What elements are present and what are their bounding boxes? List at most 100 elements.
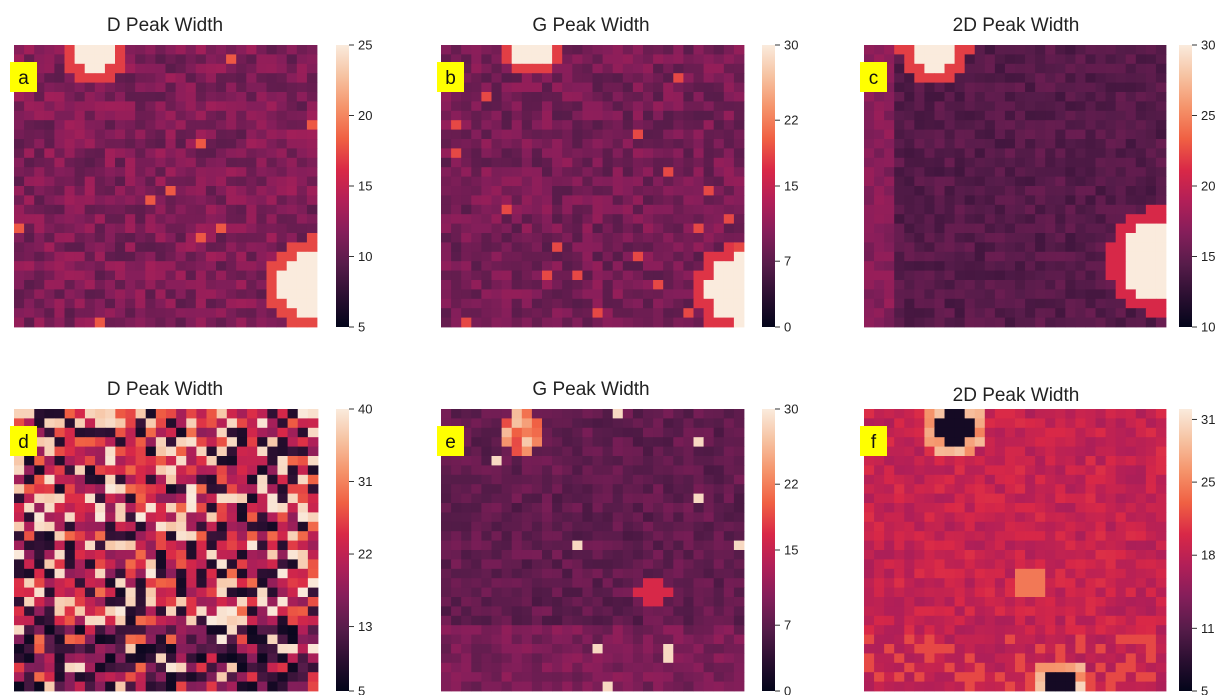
heatmap-cell [176, 587, 187, 598]
heatmap-cell [1055, 101, 1066, 112]
heatmap-cell [663, 465, 674, 476]
heatmap-cell [1025, 317, 1036, 328]
heatmap-cell [256, 157, 267, 168]
heatmap-cell [104, 280, 116, 290]
heatmap-cell [1035, 176, 1046, 187]
heatmap-cell [984, 418, 996, 429]
heatmap-cell [277, 427, 288, 438]
heatmap-cell [1085, 73, 1096, 83]
heatmap-cell [74, 625, 86, 635]
heatmap-cell [994, 427, 1006, 438]
heatmap-cell [267, 644, 278, 654]
heatmap-cell [95, 644, 106, 654]
heatmap-cell [1155, 139, 1167, 149]
heatmap-cell [622, 662, 634, 673]
heatmap-cell [703, 223, 715, 234]
heatmap-cell [276, 129, 288, 140]
heatmap-cell [205, 157, 217, 168]
heatmap-cell [733, 427, 745, 438]
heatmap-cell [1015, 280, 1026, 290]
heatmap-cell [673, 148, 684, 159]
heatmap-cell [934, 270, 945, 281]
heatmap-cell [1155, 289, 1167, 300]
heatmap-cell [256, 261, 267, 271]
heatmap-cell [165, 233, 176, 243]
panel-label-box [437, 426, 464, 456]
heatmap-cell [1115, 418, 1127, 429]
heatmap-cell [1135, 261, 1147, 271]
heatmap-cell [884, 521, 895, 532]
heatmap-cell [934, 484, 945, 494]
heatmap-cell [247, 625, 258, 635]
heatmap-cell [1125, 409, 1137, 419]
heatmap-cell [34, 437, 45, 447]
heatmap-cell [894, 195, 905, 206]
heatmap-cell [74, 427, 86, 438]
heatmap-cell [884, 456, 895, 466]
heatmap-cell [733, 465, 745, 476]
heatmap-cell [562, 418, 573, 429]
heatmap-cell [287, 578, 299, 588]
heatmap-cell [934, 204, 945, 215]
heatmap-cell [1095, 474, 1106, 485]
heatmap-cell [165, 54, 176, 65]
heatmap-cell [511, 446, 523, 457]
heatmap-cell [145, 148, 156, 159]
heatmap-cell [461, 73, 472, 83]
heatmap-cell [713, 634, 725, 645]
heatmap-cell [44, 559, 55, 570]
heatmap-cell [673, 157, 684, 168]
heatmap-cell [195, 120, 207, 130]
heatmap-cell [195, 129, 207, 140]
heatmap-cell [267, 597, 278, 607]
heatmap-cell [683, 474, 694, 485]
heatmap-cell [84, 550, 96, 560]
heatmap-cell [974, 167, 986, 177]
heatmap-cell [531, 261, 543, 271]
heatmap-cell [884, 474, 895, 485]
heatmap-cell [693, 653, 704, 664]
heatmap-cell [44, 644, 55, 654]
heatmap-cell [673, 195, 684, 206]
heatmap-cell [1004, 280, 1016, 290]
heatmap-cell [1115, 261, 1127, 271]
colorbar-tick-label: 22 [784, 113, 798, 128]
heatmap-cell [186, 531, 197, 541]
heatmap-cell [1015, 446, 1026, 457]
heatmap-cell [95, 456, 106, 466]
heatmap-cell [612, 82, 624, 93]
heatmap-cell [964, 251, 976, 262]
heatmap-cell [125, 587, 136, 598]
heatmap-cell [552, 409, 563, 419]
heatmap-cell [297, 531, 309, 541]
heatmap-cell [1065, 251, 1076, 262]
heatmap-cell [1055, 427, 1066, 438]
heatmap-cell [1025, 223, 1036, 234]
heatmap-cell [195, 251, 207, 262]
heatmap-cell [562, 214, 573, 224]
heatmap-cell [521, 672, 533, 682]
heatmap-cell [1065, 242, 1076, 253]
heatmap-cell [257, 606, 268, 617]
heatmap-cell [994, 261, 1006, 271]
heatmap-cell [1145, 242, 1157, 253]
heatmap-cell [632, 672, 644, 682]
heatmap-cell [145, 214, 156, 224]
heatmap-cell [1075, 223, 1086, 234]
heatmap-cell [693, 625, 704, 635]
heatmap-cell [104, 54, 116, 65]
heatmap-cell [155, 270, 166, 281]
heatmap-cell [135, 157, 146, 168]
heatmap-cell [1095, 409, 1106, 419]
heatmap-cell [592, 578, 603, 588]
heatmap-cell [1015, 521, 1026, 532]
heatmap-cell [135, 317, 146, 328]
heatmap-cell [884, 484, 895, 494]
heatmap-cell [864, 456, 875, 466]
heatmap-cell [974, 418, 986, 429]
heatmap-cell [693, 242, 704, 253]
panel-title: G Peak Width [532, 15, 649, 36]
heatmap-cell [1155, 493, 1167, 504]
heatmap-cell [531, 606, 543, 617]
heatmap-cell [84, 270, 96, 281]
